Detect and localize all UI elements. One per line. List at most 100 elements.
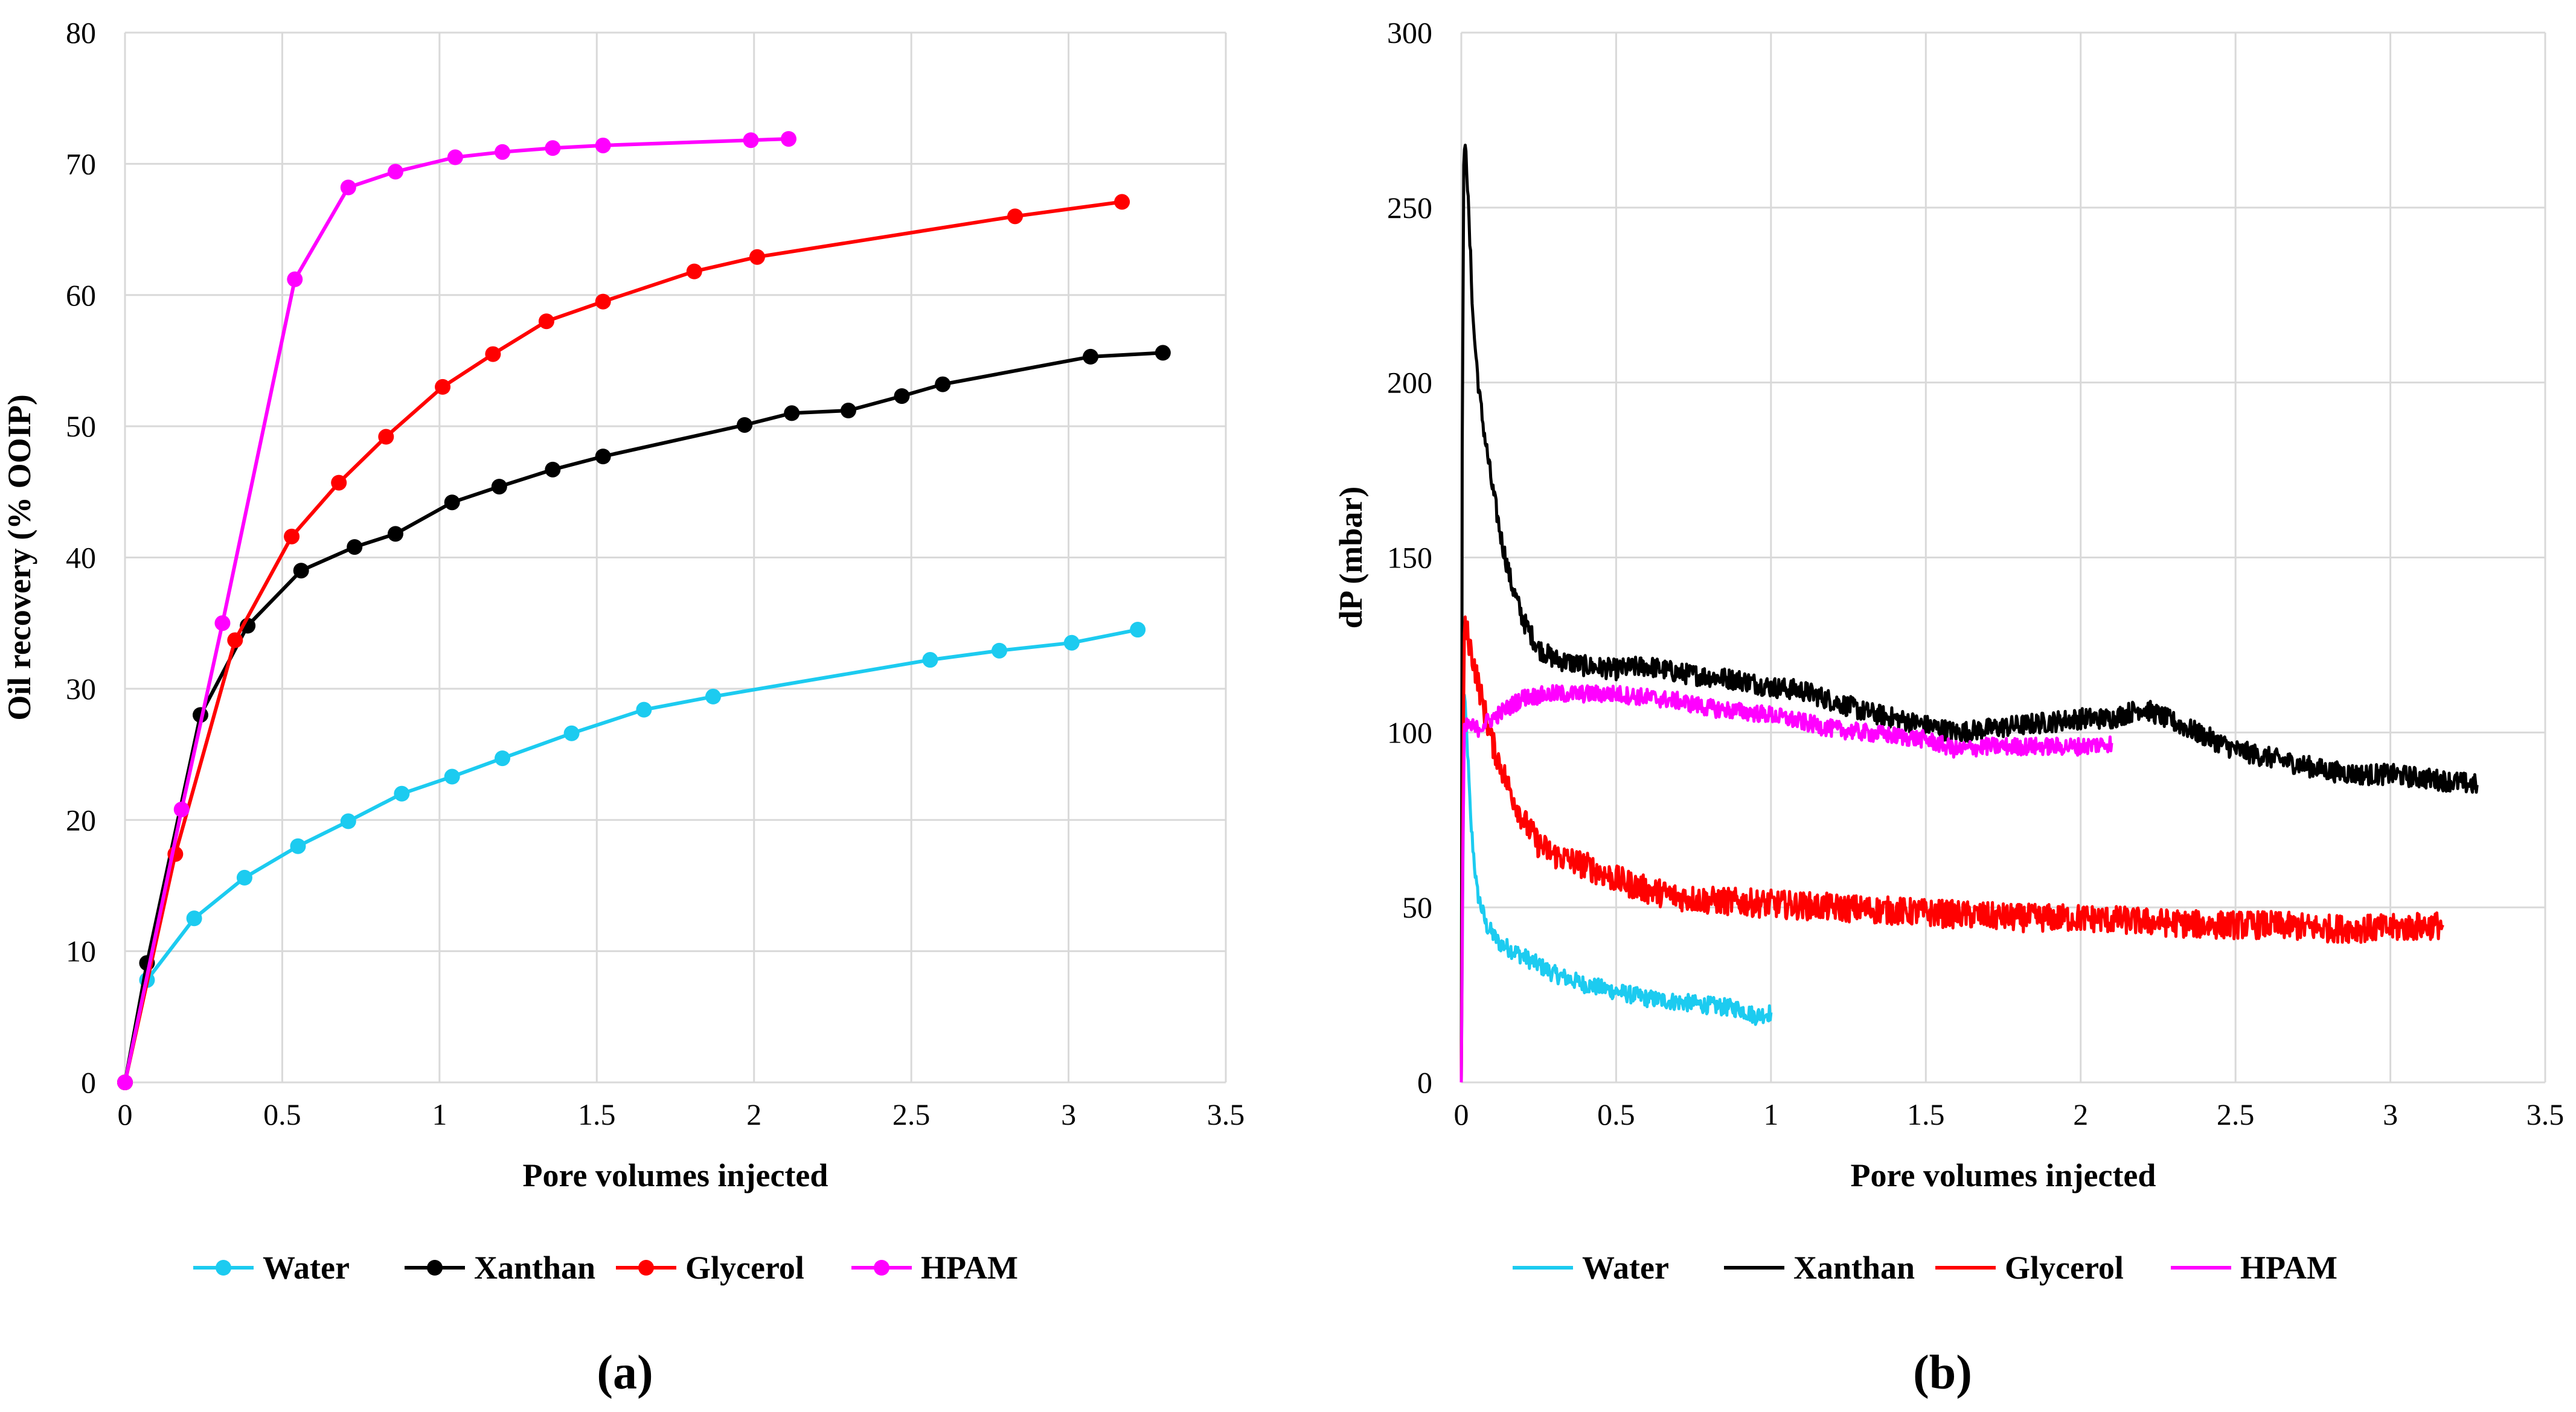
legend-marker (874, 1260, 889, 1276)
data-point-xanthan (347, 539, 363, 555)
data-point-glycerol (284, 528, 300, 545)
data-point-water (636, 701, 652, 718)
data-point-xanthan (1155, 345, 1171, 361)
legend-label: Glycerol (2005, 1250, 2124, 1286)
data-point-water (991, 642, 1007, 659)
y-tick-label: 50 (66, 409, 96, 443)
series-line-hpam (123, 137, 789, 1083)
data-point-glycerol (435, 379, 451, 395)
series-line-xanthan (123, 351, 1163, 1083)
x-tick-label: 2 (2073, 1097, 2088, 1131)
x-axis-label: Pore volumes injected (523, 1157, 828, 1193)
data-point-xanthan (935, 376, 951, 392)
series-water (1459, 694, 1773, 1083)
data-point-hpam (447, 149, 463, 165)
x-tick-label: 2.5 (892, 1097, 931, 1131)
series-line-water (1459, 694, 1773, 1083)
legend-entry-glycerol: Glycerol (616, 1250, 804, 1286)
x-tick-label: 1 (1763, 1097, 1778, 1131)
data-point-hpam (173, 801, 190, 817)
legend-marker (427, 1260, 443, 1276)
x-tick-label: 1.5 (1907, 1097, 1945, 1131)
panel-label: (a) (597, 1346, 653, 1399)
y-tick-label: 30 (66, 672, 96, 706)
chart-panel-a: 0 0.5 1 1.5 2 2.5 3 3.5 0 10 20 30 40 50 60 70 80 Pore vo… (1, 16, 1245, 1399)
legend-label: Glycerol (685, 1250, 804, 1286)
series-glycerol (1459, 615, 2444, 1083)
data-point-hpam (387, 164, 403, 180)
data-point-xanthan (293, 563, 309, 579)
series-xanthan (117, 345, 1171, 1090)
y-tick-label: 50 (1402, 890, 1432, 924)
data-point-hpam (781, 131, 797, 147)
legend-label: Water (263, 1250, 350, 1286)
legend-entry-xanthan: Xanthan (1724, 1250, 1915, 1286)
data-point-water (186, 910, 202, 927)
data-point-xanthan (595, 449, 611, 465)
data-point-xanthan (737, 417, 753, 433)
data-point-xanthan (840, 403, 856, 419)
data-point-glycerol (331, 474, 347, 491)
data-point-water (340, 813, 356, 829)
legend-label: Xanthan (474, 1250, 595, 1286)
chart-panel-b: 0 0.5 1 1.5 2 2.5 3 3.5 0 50 100 150 200 250 300 Pore v… (1333, 16, 2564, 1399)
y-tick-label: 300 (1387, 16, 1432, 50)
series-line-glycerol (1459, 615, 2444, 1083)
x-tick-label: 1 (432, 1097, 447, 1131)
data-point-xanthan (491, 479, 507, 495)
y-tick-label: 40 (66, 541, 96, 575)
y-tick-label: 250 (1387, 191, 1432, 225)
series-hpam (117, 131, 797, 1090)
data-point-xanthan (784, 405, 800, 421)
data-point-hpam (595, 137, 611, 153)
data-point-water (705, 688, 722, 704)
y-tick-label: 70 (66, 147, 96, 180)
legend-label: Water (1582, 1250, 1669, 1286)
x-tick-label: 0 (118, 1097, 133, 1131)
legend-entry-hpam: HPAM (851, 1250, 1018, 1286)
data-point-glycerol (1114, 194, 1130, 210)
legend-entry-water: Water (193, 1250, 350, 1286)
data-point-hpam (287, 271, 303, 287)
legend-label: Xanthan (1793, 1250, 1915, 1286)
y-tick-label: 20 (66, 803, 96, 837)
x-axis-label: Pore volumes injected (1851, 1157, 2156, 1193)
series-xanthan (1459, 144, 2479, 1083)
x-tick-label: 2.5 (2217, 1097, 2255, 1131)
data-point-water (922, 652, 938, 668)
y-tick-label: 10 (66, 934, 96, 968)
x-tick-label: 0.5 (263, 1097, 301, 1131)
data-point-water (495, 750, 511, 767)
data-point-xanthan (545, 461, 561, 478)
data-point-hpam (495, 144, 511, 160)
legend-entry-xanthan: Xanthan (405, 1250, 595, 1286)
data-point-glycerol (485, 346, 501, 362)
series-line-xanthan (1459, 144, 2479, 1083)
legend-label: HPAM (2240, 1250, 2337, 1286)
legend-marker (638, 1260, 654, 1276)
data-point-water (1130, 622, 1146, 638)
data-point-glycerol (749, 249, 765, 265)
data-point-water (394, 785, 410, 802)
series-line-water (123, 628, 1138, 1083)
y-tick-label: 100 (1387, 715, 1432, 749)
x-tick-label: 0.5 (1597, 1097, 1635, 1131)
panel-label: (b) (1913, 1346, 1972, 1399)
legend-marker (216, 1260, 231, 1276)
x-tick-label: 3.5 (1207, 1097, 1245, 1131)
y-axis-label: Oil recovery (% OOIP) (1, 394, 37, 720)
series-water (117, 622, 1146, 1090)
data-point-water (290, 838, 306, 854)
y-tick-label: 0 (81, 1065, 96, 1099)
y-tick-label: 60 (66, 278, 96, 312)
data-point-hpam (743, 132, 759, 149)
data-point-xanthan (894, 388, 910, 404)
series-hpam (1459, 684, 2113, 1083)
x-tick-label: 1.5 (578, 1097, 616, 1131)
series-glycerol (117, 194, 1130, 1090)
data-point-hpam (214, 615, 231, 631)
data-point-hpam (545, 140, 561, 156)
data-point-glycerol (1007, 208, 1024, 225)
y-tick-label: 200 (1387, 366, 1432, 400)
